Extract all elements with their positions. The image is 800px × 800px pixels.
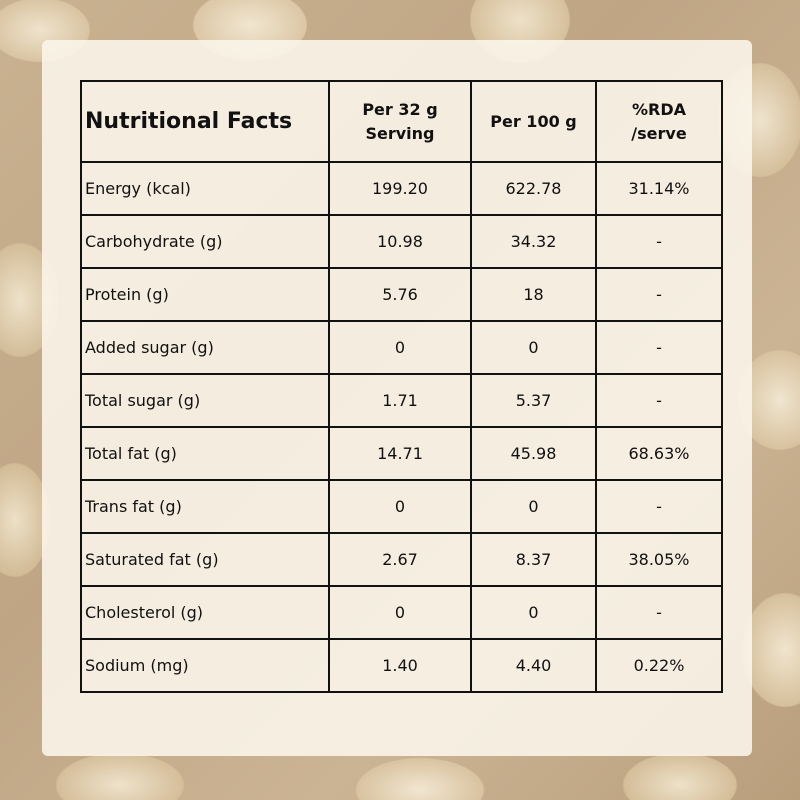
rda-value: - (595, 479, 723, 534)
per-serving-value: 0 (328, 320, 472, 375)
rda-value: 38.05% (595, 532, 723, 587)
table-header-row: Nutritional Facts Per 32 g Serving Per 1… (80, 80, 723, 163)
table-row: Trans fat (g) 0 0 - (80, 479, 723, 534)
table-row: Added sugar (g) 0 0 - (80, 320, 723, 375)
nutrient-name: Trans fat (g) (80, 479, 330, 534)
nutrient-name: Total fat (g) (80, 426, 330, 481)
rda-line2: /serve (631, 123, 687, 143)
table-row: Saturated fat (g) 2.67 8.37 38.05% (80, 532, 723, 587)
per-serving-line1: Per 32 g (362, 99, 438, 119)
per-serving-value: 199.20 (328, 161, 472, 216)
per-serving-value: 0 (328, 585, 472, 640)
per-100g-value: 622.78 (470, 161, 597, 216)
per-100g-value: 45.98 (470, 426, 597, 481)
table-row: Carbohydrate (g) 10.98 34.32 - (80, 214, 723, 269)
per-serving-value: 2.67 (328, 532, 472, 587)
per-100g-value: 18 (470, 267, 597, 322)
table-row: Protein (g) 5.76 18 - (80, 267, 723, 322)
rda-value: - (595, 320, 723, 375)
nutrient-name: Cholesterol (g) (80, 585, 330, 640)
column-header-per-serving: Per 32 g Serving (328, 80, 472, 163)
nutrient-name: Energy (kcal) (80, 161, 330, 216)
nutrition-table: Nutritional Facts Per 32 g Serving Per 1… (80, 80, 723, 693)
nutrient-name: Added sugar (g) (80, 320, 330, 375)
per-serving-value: 5.76 (328, 267, 472, 322)
table-row: Sodium (mg) 1.40 4.40 0.22% (80, 638, 723, 693)
per-100g-value: 0 (470, 585, 597, 640)
rda-value: 68.63% (595, 426, 723, 481)
table-row: Cholesterol (g) 0 0 - (80, 585, 723, 640)
rda-value: 31.14% (595, 161, 723, 216)
per-100g-value: 0 (470, 479, 597, 534)
rda-line1: %RDA (631, 99, 686, 119)
per-serving-value: 0 (328, 479, 472, 534)
per-100g-value: 34.32 (470, 214, 597, 269)
nutrient-name: Total sugar (g) (80, 373, 330, 428)
per-serving-value: 1.40 (328, 638, 472, 693)
per-100g-value: 4.40 (470, 638, 597, 693)
rda-value: - (595, 267, 723, 322)
per-serving-value: 14.71 (328, 426, 472, 481)
rda-value: - (595, 373, 723, 428)
rda-value: - (595, 214, 723, 269)
rda-value: 0.22% (595, 638, 723, 693)
nutrient-name: Protein (g) (80, 267, 330, 322)
table-row: Energy (kcal) 199.20 622.78 31.14% (80, 161, 723, 216)
per-serving-line2: Serving (365, 123, 435, 143)
per-100g-value: 5.37 (470, 373, 597, 428)
table-title: Nutritional Facts (80, 80, 330, 163)
table-row: Total sugar (g) 1.71 5.37 - (80, 373, 723, 428)
per-100g-value: 8.37 (470, 532, 597, 587)
nutrient-name: Carbohydrate (g) (80, 214, 330, 269)
nutrient-name: Sodium (mg) (80, 638, 330, 693)
column-header-per-100g: Per 100 g (470, 80, 597, 163)
per-serving-value: 10.98 (328, 214, 472, 269)
per-serving-value: 1.71 (328, 373, 472, 428)
table-row: Total fat (g) 14.71 45.98 68.63% (80, 426, 723, 481)
nutrient-name: Saturated fat (g) (80, 532, 330, 587)
per-100g-value: 0 (470, 320, 597, 375)
rda-value: - (595, 585, 723, 640)
column-header-rda: %RDA /serve (595, 80, 723, 163)
